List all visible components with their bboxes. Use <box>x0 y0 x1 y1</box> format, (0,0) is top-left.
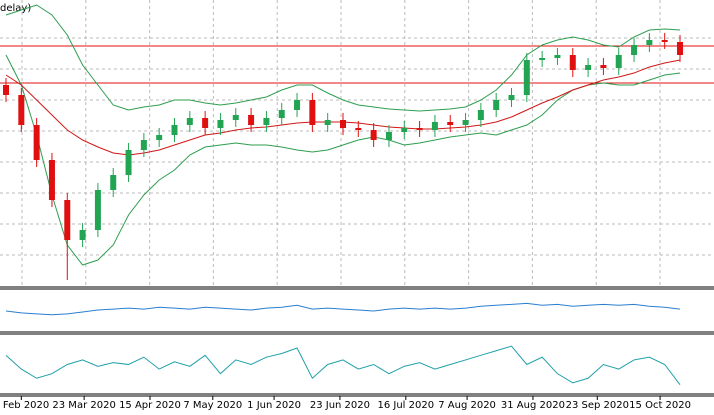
candle-body <box>278 110 285 118</box>
candle-body <box>493 100 500 110</box>
candle-body <box>171 125 178 135</box>
candle-body <box>202 118 209 128</box>
candle-body <box>615 55 622 68</box>
x-tick-label: 15 Apr 2020 <box>119 400 181 411</box>
candle-body <box>416 128 423 130</box>
candle-body <box>508 95 515 100</box>
candle-body <box>646 40 653 45</box>
x-tick-label: 1 Jun 2020 <box>247 400 301 411</box>
x-tick-label: 8 Feb 2020 <box>0 400 49 411</box>
candle-body <box>79 230 86 240</box>
x-tick-label: 31 Aug 2020 <box>501 400 565 411</box>
candle-body <box>370 130 377 140</box>
candle-body <box>539 58 546 60</box>
x-tick-label: 15 Oct 2020 <box>629 400 691 411</box>
indicator-line <box>5 59 681 156</box>
candle-body <box>18 95 25 125</box>
candle-body <box>3 85 9 95</box>
candle-body <box>585 65 592 70</box>
candle-body <box>401 128 408 132</box>
candle-body <box>64 200 71 240</box>
candle-body <box>600 65 607 68</box>
x-tick-label: 7 Aug 2020 <box>438 400 496 411</box>
candle-body <box>294 100 301 110</box>
candle-body <box>217 120 224 128</box>
candle-body <box>232 115 239 120</box>
candle-body <box>94 190 101 230</box>
x-tick-label: 7 May 2020 <box>183 400 242 411</box>
indicator-line <box>5 302 681 316</box>
candle-body <box>355 128 362 130</box>
candle-body <box>186 118 193 125</box>
candle-body <box>33 125 40 160</box>
candle-body <box>110 175 117 190</box>
candle-body <box>340 120 346 128</box>
indicator-line <box>5 345 681 385</box>
x-tick-label: 16 Jul 2020 <box>377 400 434 411</box>
candle-body <box>631 45 638 55</box>
indicator-line <box>5 4 681 112</box>
candle-body <box>385 132 392 140</box>
candle-body <box>447 122 454 125</box>
chart-label: delay) <box>0 3 31 14</box>
candle-body <box>48 160 55 200</box>
candle-body <box>523 60 530 95</box>
indicator-line <box>5 54 681 266</box>
candle-body <box>477 110 484 120</box>
candle-body <box>309 100 316 125</box>
candle-body <box>248 115 255 125</box>
candle-body <box>569 55 576 70</box>
candle-body <box>263 118 270 125</box>
candle-body <box>462 120 469 125</box>
candle-body <box>554 55 561 58</box>
candle-body <box>324 120 331 125</box>
candle-body <box>125 150 132 175</box>
candle-body <box>677 42 683 55</box>
x-tick-label: 23 Jun 2020 <box>310 400 370 411</box>
x-tick-label: 23 Sep 2020 <box>566 400 629 411</box>
candle-body <box>661 40 668 42</box>
candle-body <box>156 135 163 140</box>
candle-body <box>431 122 438 130</box>
x-tick-label: 23 Mar 2020 <box>52 400 115 411</box>
candle-body <box>140 140 147 150</box>
